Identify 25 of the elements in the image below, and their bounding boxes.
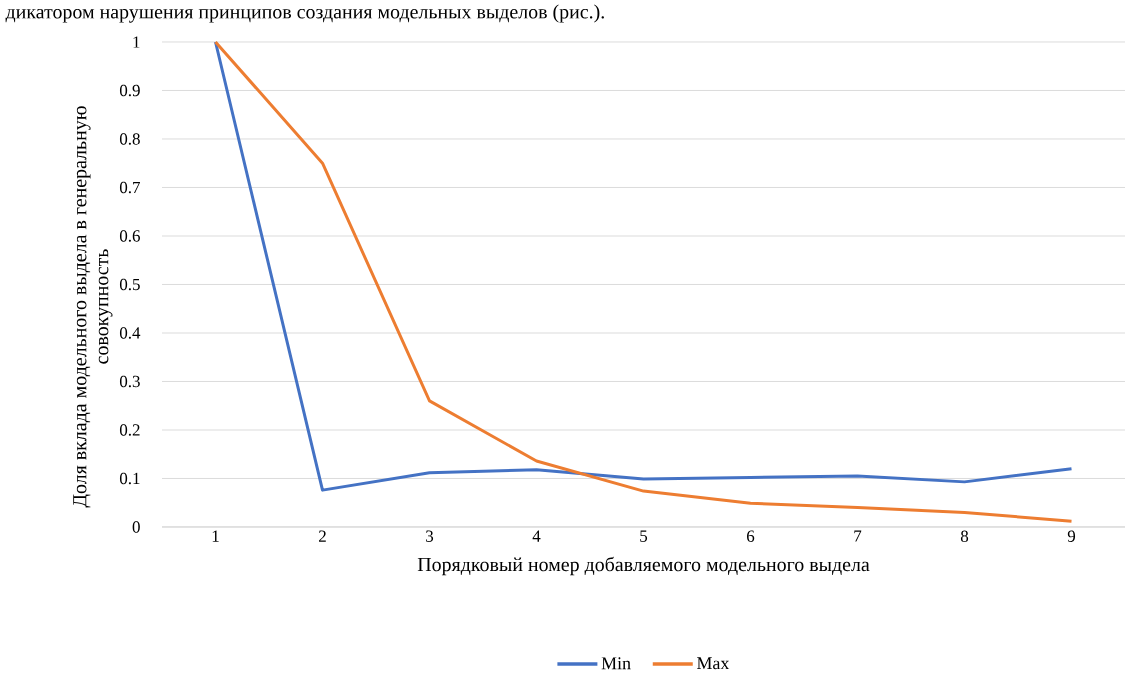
legend-label: Max	[697, 657, 730, 670]
text: дикатором нарушения принципов создания модельных выделов (рис.).	[5, 4, 604, 23]
x-tick-label: 9	[1067, 530, 1076, 542]
y-tick-label: 0	[132, 521, 140, 533]
legend-label: Min	[601, 657, 631, 670]
y-tick-label: 0.4	[119, 327, 141, 339]
x-tick-label: 1	[212, 530, 219, 542]
x-tick-label: 2	[319, 530, 326, 542]
y-tick-label: 0.8	[119, 133, 140, 145]
y-tick-label: 0.2	[119, 424, 140, 436]
y-tick-label: 0.3	[119, 375, 140, 388]
x-tick-label: 8	[960, 530, 969, 542]
x-tick-label: 7	[854, 530, 862, 542]
y-axis-title: Доля вклада модельного выдела в генеральную совокупность	[73, 106, 113, 508]
y-tick-label: 0.9	[119, 84, 140, 97]
y-tick-label: 1	[133, 36, 140, 48]
y-tick-label: 0.6	[119, 230, 140, 242]
y-tick-label: 0.5	[119, 278, 140, 291]
y-tick-label: 0.1	[119, 472, 140, 485]
x-tick-label: 3	[426, 530, 434, 542]
x-tick-label: 4	[532, 530, 541, 542]
x-tick-label: 6	[747, 530, 755, 542]
y-tick-label: 0.7	[119, 181, 141, 194]
x-axis-title: Порядковый номер добавляемого модельного выдела	[417, 556, 870, 576]
x-tick-label: 5	[640, 530, 648, 542]
